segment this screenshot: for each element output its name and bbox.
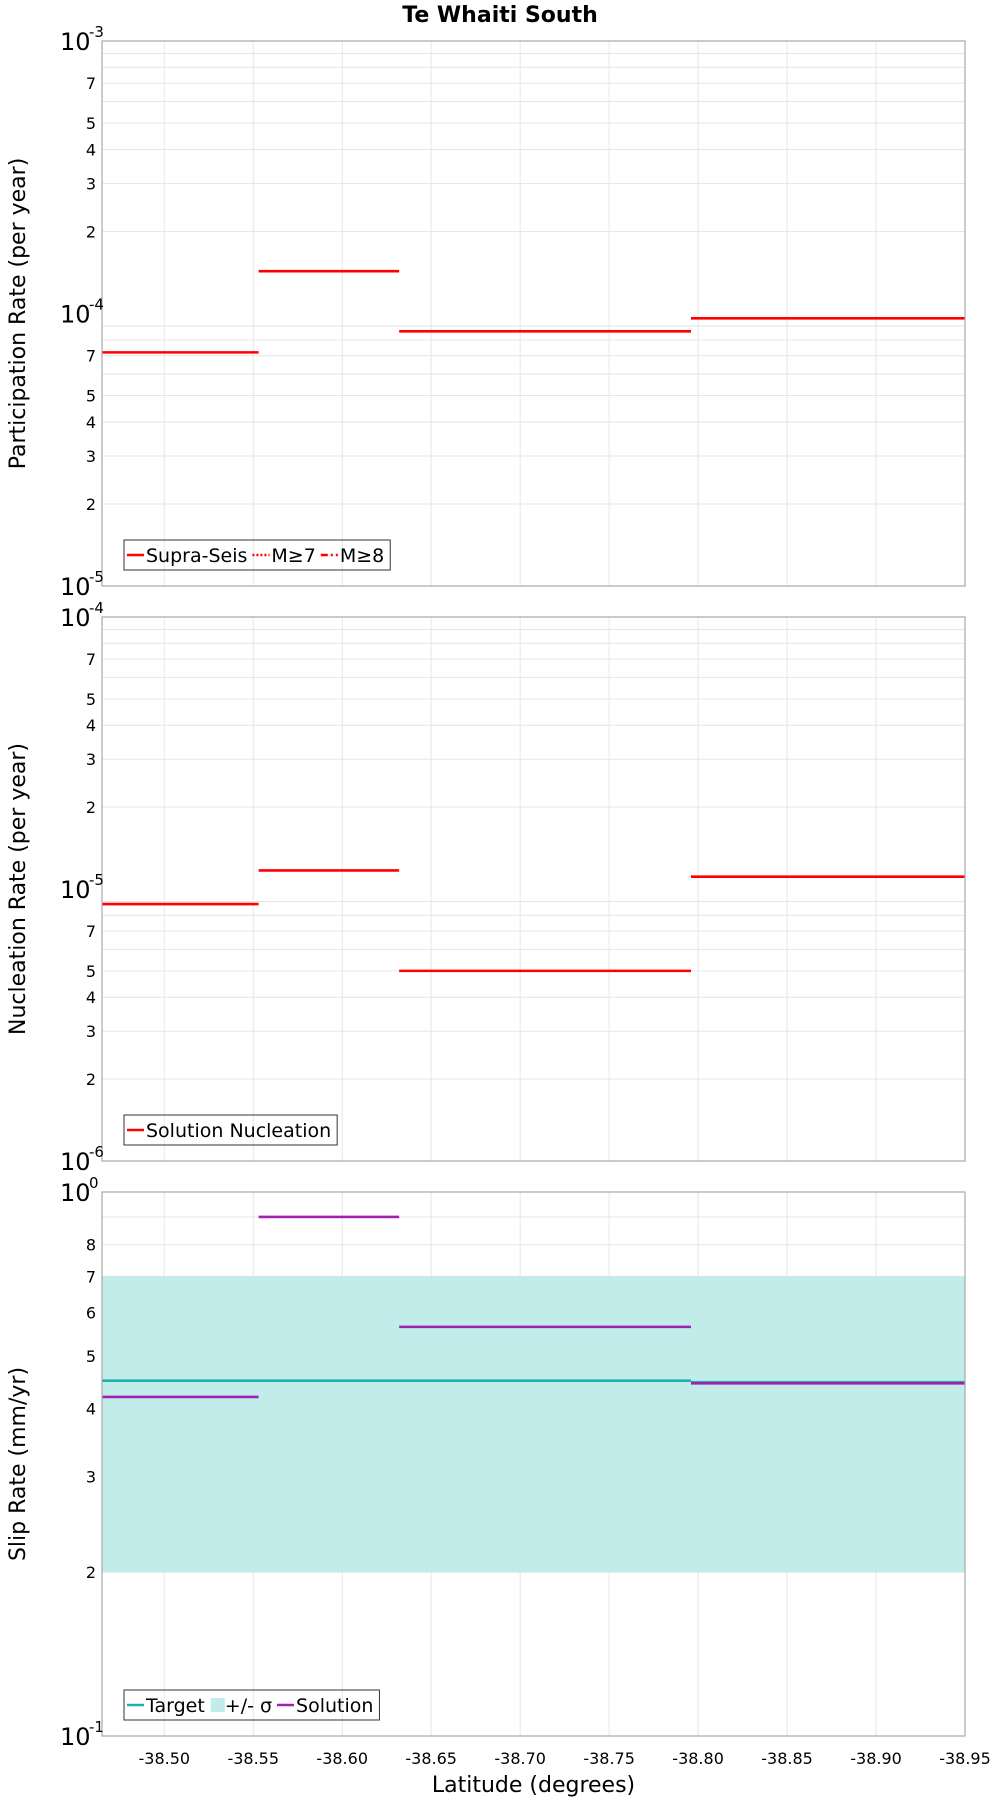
x-tick-label: -38.80 bbox=[672, 1749, 724, 1768]
y-decade-label: 10-5 bbox=[60, 568, 104, 601]
y-decade-base: 10 bbox=[60, 1179, 91, 1207]
y-tick-label: 6 bbox=[86, 1304, 96, 1323]
y-decade-exponent: -5 bbox=[89, 568, 104, 586]
plot-frame bbox=[101, 40, 966, 587]
y-tick-label: 3 bbox=[86, 750, 96, 769]
y-tick-label: 2 bbox=[86, 1563, 96, 1582]
x-tick-label: -38.60 bbox=[316, 1749, 368, 1768]
y-tick-label: 7 bbox=[86, 74, 96, 93]
series-solution-nucleation bbox=[102, 869, 965, 973]
series-supra-seis bbox=[102, 269, 965, 354]
y-tick-label: 4 bbox=[86, 716, 96, 735]
y-tick-label: 8 bbox=[86, 1236, 96, 1255]
y-tick-label: 4 bbox=[86, 988, 96, 1007]
y-decade-label: 10-3 bbox=[60, 23, 104, 56]
y-axis-label: Participation Rate (per year) bbox=[6, 158, 31, 470]
y-decade-base: 10 bbox=[60, 28, 91, 56]
legend-label: M≥8 bbox=[340, 545, 384, 567]
plot-frame bbox=[101, 1191, 966, 1737]
y-decade-label: 10-4 bbox=[60, 599, 104, 632]
y-decade-exponent: -6 bbox=[89, 1143, 104, 1161]
chart-title: Te Whaiti South bbox=[402, 3, 598, 28]
y-tick-label: 3 bbox=[86, 174, 96, 193]
y-tick-label: 4 bbox=[86, 1399, 96, 1418]
legend-label: +/- σ bbox=[225, 1695, 272, 1717]
y-tick-label: 5 bbox=[86, 962, 96, 981]
y-tick-label: 7 bbox=[86, 922, 96, 941]
y-tick-label: 4 bbox=[86, 140, 96, 159]
y-tick-label: 4 bbox=[86, 413, 96, 432]
y-tick-label: 3 bbox=[86, 447, 96, 466]
legend-frame bbox=[123, 539, 391, 571]
y-tick-label: 7 bbox=[86, 650, 96, 669]
legend-label: Supra-Seis bbox=[146, 545, 247, 567]
legend-frame bbox=[123, 1114, 338, 1146]
y-tick-label: 3 bbox=[86, 1467, 96, 1486]
x-axis: -38.50 -38.55 -38.60 -38.65 -38.70 -38.75 -38.… bbox=[138, 1749, 990, 1798]
x-tick-label: -38.95 bbox=[939, 1749, 991, 1768]
legend-label: M≥7 bbox=[271, 545, 315, 567]
y-tick-label: 7 bbox=[86, 347, 96, 366]
legend-swatch bbox=[210, 1698, 225, 1712]
x-tick-label: -38.50 bbox=[138, 1749, 190, 1768]
x-tick-label: -38.75 bbox=[583, 1749, 635, 1768]
y-decade-base: 10 bbox=[60, 573, 91, 601]
legend: Solution Nucleation bbox=[123, 1114, 338, 1146]
y-decade-label: 10-1 bbox=[60, 1718, 104, 1751]
legend-label: Solution bbox=[296, 1695, 373, 1717]
x-tick-label: -38.90 bbox=[850, 1749, 902, 1768]
y-decade-base: 10 bbox=[60, 604, 91, 632]
legend-label: Solution Nucleation bbox=[146, 1120, 331, 1142]
y-decade-exponent: -4 bbox=[89, 296, 104, 314]
y-tick-label: 7 bbox=[86, 1267, 96, 1286]
y-tick-label: 5 bbox=[86, 387, 96, 406]
y-decade-label: 100 bbox=[60, 1174, 99, 1207]
y-axis-label: Slip Rate (mm/yr) bbox=[6, 1367, 31, 1561]
y-decade-exponent: 0 bbox=[89, 1174, 99, 1192]
y-decade-base: 10 bbox=[60, 876, 91, 904]
x-tick-label: -38.70 bbox=[494, 1749, 546, 1768]
y-decade-base: 10 bbox=[60, 301, 91, 329]
y-tick-label: 2 bbox=[86, 798, 96, 817]
series-solution bbox=[102, 1215, 965, 1399]
legend-frame bbox=[123, 1689, 380, 1721]
legend-label: Target bbox=[145, 1695, 205, 1717]
plot-frame bbox=[101, 616, 966, 1162]
x-tick-label: -38.65 bbox=[405, 1749, 457, 1768]
y-tick-label: 5 bbox=[86, 690, 96, 709]
y-decade-exponent: -3 bbox=[89, 23, 104, 41]
legend: Target +/- σ Solution bbox=[123, 1689, 380, 1721]
legend: Supra-Seis M≥7 M≥8 bbox=[123, 539, 391, 571]
y-decade-label: 10-5 bbox=[60, 871, 104, 904]
y-decade-label: 10-4 bbox=[60, 296, 104, 329]
y-tick-label: 2 bbox=[86, 222, 96, 241]
y-tick-label: 2 bbox=[86, 1070, 96, 1089]
y-decade-base: 10 bbox=[60, 1723, 91, 1751]
x-tick-label: -38.55 bbox=[227, 1749, 279, 1768]
y-decade-label: 10-6 bbox=[60, 1143, 104, 1176]
y-decade-exponent: -4 bbox=[89, 599, 104, 617]
y-tick-label: 3 bbox=[86, 1022, 96, 1041]
y-tick-label: 5 bbox=[86, 1347, 96, 1366]
x-axis-label: Latitude (degrees) bbox=[432, 1773, 635, 1798]
y-axis-label: Nucleation Rate (per year) bbox=[6, 743, 31, 1035]
y-decade-base: 10 bbox=[60, 1148, 91, 1176]
y-decade-exponent: -5 bbox=[89, 871, 104, 889]
sigma-band bbox=[102, 1276, 965, 1573]
y-tick-label: 5 bbox=[86, 114, 96, 133]
x-tick-label: -38.85 bbox=[761, 1749, 813, 1768]
y-decade-exponent: -1 bbox=[89, 1718, 104, 1736]
y-tick-label: 2 bbox=[86, 495, 96, 514]
